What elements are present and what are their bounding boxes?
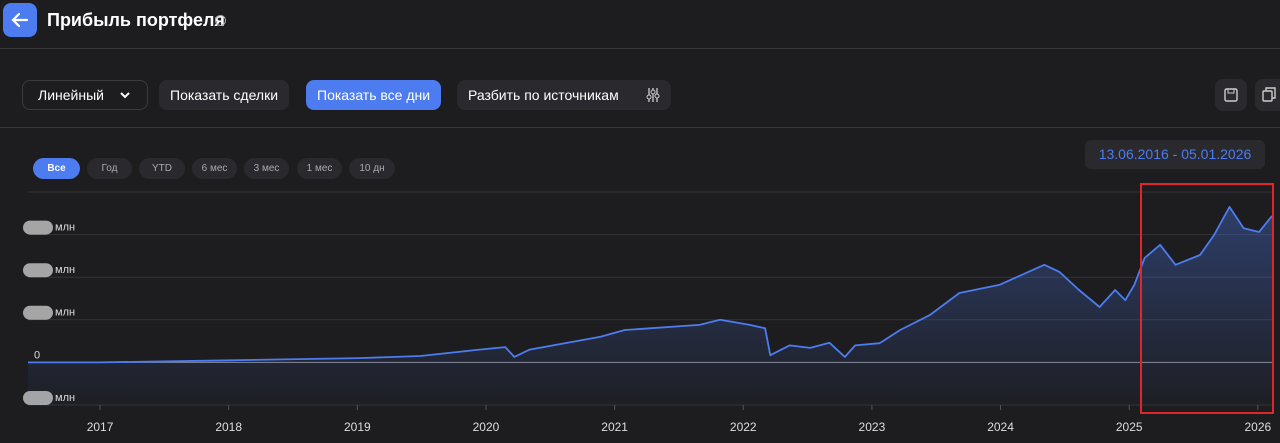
chart-mode-label: Линейный	[38, 87, 104, 103]
x-tick-label: 2022	[730, 420, 757, 434]
chart-mode-select[interactable]: Линейный	[22, 80, 148, 110]
save-button[interactable]	[1215, 79, 1247, 111]
area-fill	[28, 206, 1272, 405]
header: Прибыль портфеля	[0, 0, 1280, 49]
highlight-box	[1140, 183, 1274, 414]
x-tick-label: 2021	[601, 420, 628, 434]
redacted-number	[23, 305, 53, 320]
x-tick-label: 2017	[87, 420, 114, 434]
range-button[interactable]: 3 мес	[244, 158, 289, 179]
profit-line	[28, 206, 1273, 364]
back-icon	[11, 12, 29, 28]
x-tick-label: 2018	[215, 420, 242, 434]
copy-button[interactable]	[1255, 79, 1280, 111]
save-icon	[1224, 88, 1238, 102]
y-tick-label: млн	[55, 264, 75, 276]
split-sources-button[interactable]: Разбить по источникам	[457, 80, 671, 110]
x-tick-label: 2024	[987, 420, 1014, 434]
y-tick-label: 0	[34, 349, 40, 361]
range-button[interactable]: 1 мес	[297, 158, 342, 179]
plot	[28, 206, 1273, 405]
divider	[0, 127, 1280, 128]
redacted-number	[23, 263, 53, 278]
y-tick-label: млн	[55, 307, 75, 319]
back-button[interactable]	[3, 3, 37, 37]
range-button[interactable]: Все	[33, 158, 80, 179]
x-tick-label: 2019	[344, 420, 371, 434]
show-trades-button[interactable]: Показать сделки	[159, 80, 290, 110]
x-tick-label: 2025	[1116, 420, 1143, 434]
y-tick-label: млн	[55, 222, 75, 234]
range-button[interactable]: 10 дн	[349, 158, 395, 179]
chevron	[120, 92, 130, 99]
range-button[interactable]: Год	[87, 158, 132, 179]
range-button[interactable]: 6 мес	[192, 158, 237, 179]
redacted-number	[23, 220, 53, 235]
date-range[interactable]: 13.06.2016 - 05.01.2026	[1085, 140, 1265, 169]
range-button[interactable]: YTD	[139, 158, 185, 179]
info-icon[interactable]	[215, 15, 226, 26]
copy-icon	[1262, 87, 1276, 102]
split-sources-label: Разбить по источникам	[468, 87, 619, 103]
page-title: Прибыль портфеля	[47, 10, 225, 30]
x-tick-label: 2026	[1244, 420, 1271, 434]
x-tick-label: 2023	[859, 420, 886, 434]
x-tick-label: 2020	[473, 420, 500, 434]
show-all-days-button[interactable]: Показать все дни	[306, 80, 442, 110]
sliders-icon	[646, 88, 660, 102]
